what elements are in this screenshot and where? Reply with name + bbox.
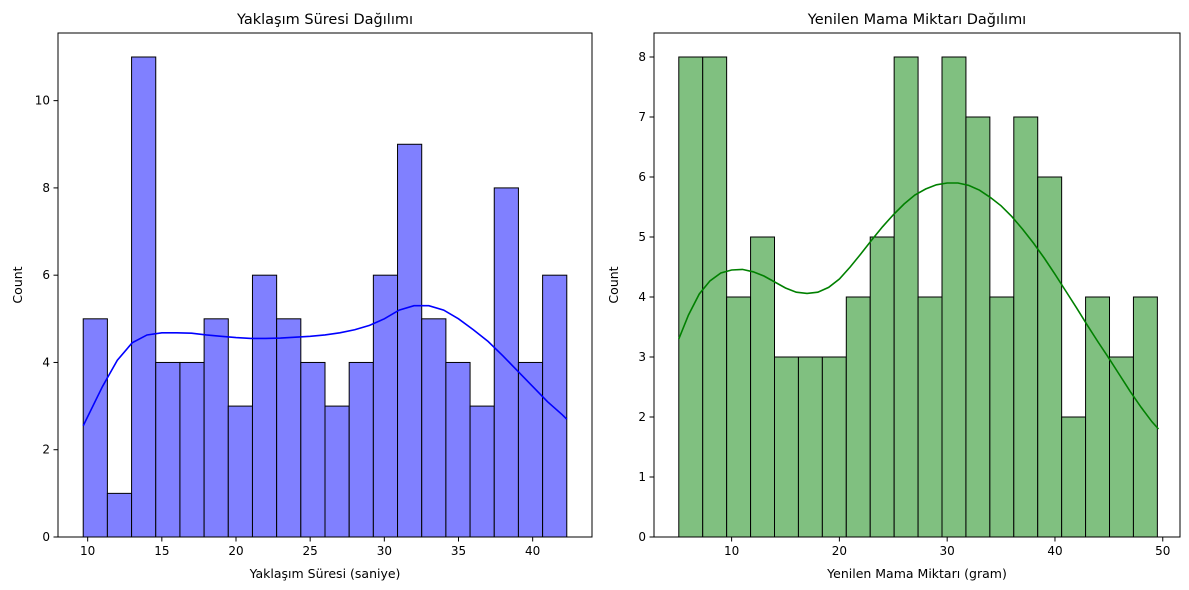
kde-curve (678, 182, 1160, 430)
x-tick-label: 40 (1047, 544, 1062, 558)
subplot-2: 10 20 30 40 50 0 1 2 3 4 5 6 7 8 Yenilen Mama Miktarı … (606, 12, 1181, 581)
histogram-bar (227, 405, 253, 538)
histogram-bar (82, 318, 108, 538)
histogram-bar (1132, 296, 1158, 538)
histogram-bar (106, 492, 133, 538)
y-tick-label: 1 (638, 470, 646, 484)
y-tick-label: 3 (638, 350, 646, 364)
y-tick-label: 0 (638, 530, 646, 544)
histogram-bar (750, 236, 776, 538)
subplot-1: 10 15 20 25 30 35 40 0 2 4 6 8 10 Yaklaşım Süresi Dağ… (10, 12, 593, 581)
y-axis-label: Count (10, 266, 25, 303)
chart-title: Yenilen Mama Miktarı Dağılımı (807, 12, 1026, 28)
y-tick-label: 4 (42, 355, 50, 369)
y-tick-label: 8 (42, 181, 50, 195)
chart-title: Yaklaşım Süresi Dağılımı (236, 12, 413, 28)
histogram-bar (917, 296, 943, 538)
kde-curve (82, 304, 568, 427)
x-axis-label: Yaklaşım Süresi (saniye) (249, 566, 401, 581)
x-tick-label: 10 (724, 544, 739, 558)
histogram-bar (774, 356, 799, 538)
histogram-bar (517, 361, 544, 538)
histogram-bar (300, 361, 326, 538)
y-tick-label: 8 (638, 50, 646, 64)
y-tick-label: 2 (42, 443, 50, 457)
x-tick-label: 50 (1155, 544, 1170, 558)
histogram-bar (1013, 116, 1039, 538)
histogram-bar (493, 187, 519, 538)
histogram-bar (965, 116, 991, 538)
histogram-bar (445, 361, 471, 538)
histogram-bars (678, 56, 1158, 538)
histogram-bar (469, 405, 495, 538)
x-tick-label: 20 (832, 544, 847, 558)
histogram-bar (542, 274, 568, 538)
histogram-bar (869, 236, 895, 538)
histogram-bar (372, 274, 399, 538)
y-tick-label: 0 (42, 530, 50, 544)
x-tick-label: 15 (154, 544, 169, 558)
y-tick-label: 4 (638, 290, 646, 304)
x-tick-label: 20 (228, 544, 243, 558)
histogram-bar (702, 56, 728, 538)
histogram-bar (203, 318, 229, 538)
histogram-bar (276, 318, 302, 538)
histogram-bar (421, 318, 447, 538)
histogram-bar (397, 143, 423, 538)
histogram-bar (1061, 416, 1087, 538)
histogram-bar (324, 405, 350, 538)
axes-frame (653, 32, 1181, 538)
histogram-bar (989, 296, 1015, 538)
x-tick-label: 40 (525, 544, 540, 558)
histogram-bar (893, 56, 919, 538)
axes-frame (57, 32, 593, 538)
x-tick-label: 30 (940, 544, 955, 558)
histogram-bar (131, 56, 157, 538)
histogram-bar (678, 56, 704, 538)
histogram-bar (797, 356, 823, 538)
y-tick-label: 7 (638, 110, 646, 124)
histogram-bar (821, 356, 847, 538)
y-tick-label: 10 (35, 94, 50, 108)
histogram-bar (179, 361, 205, 538)
y-tick-label: 6 (42, 268, 50, 282)
x-axis-label: Yenilen Mama Miktarı (gram) (826, 566, 1007, 581)
histogram-bar (1109, 356, 1134, 538)
y-tick-label: 5 (638, 230, 646, 244)
x-tick-label: 10 (80, 544, 95, 558)
histogram-bar (1037, 176, 1063, 538)
histogram-bar (845, 296, 871, 538)
histogram-bar (726, 296, 752, 538)
histogram-bar (348, 361, 374, 538)
histogram-bar (155, 361, 181, 538)
histogram-bar (1085, 296, 1111, 538)
x-tick-label: 30 (377, 544, 392, 558)
y-axis-label: Count (606, 266, 621, 303)
histogram-bars (82, 56, 568, 538)
histogram-bar (251, 274, 278, 538)
y-tick-label: 6 (638, 170, 646, 184)
y-tick-label: 2 (638, 410, 646, 424)
histogram-bar (941, 56, 967, 538)
x-tick-label: 25 (303, 544, 318, 558)
x-tick-label: 35 (451, 544, 466, 558)
